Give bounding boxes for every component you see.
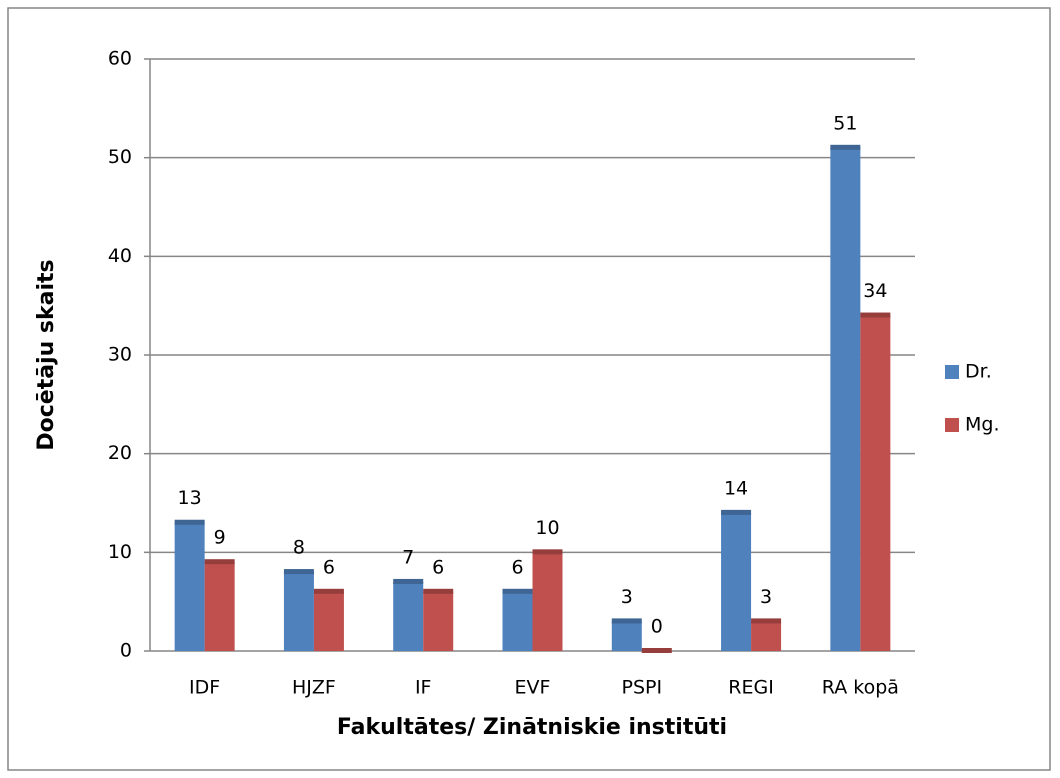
data-label: 6 xyxy=(511,556,523,578)
x-tick-label: EVF xyxy=(515,677,551,699)
bar-cap xyxy=(860,312,891,318)
y-tick-label: 0 xyxy=(120,640,132,662)
bar-cap xyxy=(611,618,642,624)
bar xyxy=(721,512,752,651)
y-axis-title: Docētāju skaits xyxy=(34,259,59,450)
legend-swatch xyxy=(945,418,959,432)
legend-label: Mg. xyxy=(965,414,1000,436)
bar xyxy=(174,522,205,651)
bar-cap xyxy=(423,588,454,594)
x-tick-label: REGI xyxy=(728,677,774,699)
bar-cap xyxy=(313,588,344,594)
data-label: 3 xyxy=(621,586,633,608)
bar xyxy=(611,621,642,651)
bar-cap xyxy=(204,559,235,565)
bar-cap xyxy=(174,519,205,525)
x-tick-label: RA kopā xyxy=(822,677,899,699)
bar xyxy=(283,572,314,651)
data-label: 6 xyxy=(323,556,335,578)
bar-cap xyxy=(393,578,424,584)
data-label: 8 xyxy=(293,537,305,559)
x-tick-label: IF xyxy=(415,677,432,699)
data-label: 13 xyxy=(178,487,202,509)
data-label: 7 xyxy=(402,546,414,568)
data-label: 14 xyxy=(724,477,748,499)
legend-label: Dr. xyxy=(965,361,992,383)
bar-cap xyxy=(502,588,533,594)
bar-cap xyxy=(751,618,782,624)
legend-swatch xyxy=(945,365,959,379)
bar-cap xyxy=(283,569,314,575)
data-label: 10 xyxy=(535,517,559,539)
bar xyxy=(532,552,563,651)
bar-cap xyxy=(721,509,752,515)
bar xyxy=(860,315,891,651)
bar-cap xyxy=(532,549,563,555)
y-tick-label: 20 xyxy=(108,442,132,464)
data-label: 6 xyxy=(432,556,444,578)
data-label: 3 xyxy=(760,586,772,608)
x-tick-label: PSPI xyxy=(621,677,662,699)
data-label: 34 xyxy=(863,280,887,302)
data-label: 9 xyxy=(214,527,226,549)
y-tick-label: 60 xyxy=(108,48,132,70)
y-tick-label: 50 xyxy=(108,146,132,168)
chart-border xyxy=(7,7,1051,771)
x-axis-title: Fakultātes/ Zinātniskie institūti xyxy=(337,715,727,740)
y-tick-label: 40 xyxy=(108,245,132,267)
bar xyxy=(423,591,454,651)
data-label: 51 xyxy=(833,112,857,134)
x-tick-label: HJZF xyxy=(292,677,336,699)
bar xyxy=(502,591,533,651)
data-label: 0 xyxy=(651,616,663,638)
bar xyxy=(204,562,235,651)
bar-cap xyxy=(641,648,672,653)
bar xyxy=(313,591,344,651)
y-tick-label: 10 xyxy=(108,541,132,563)
x-tick-label: IDF xyxy=(189,677,220,699)
y-tick-label: 30 xyxy=(108,344,132,366)
bar xyxy=(830,147,861,652)
bar-cap xyxy=(830,144,861,150)
bar xyxy=(393,581,424,651)
bar xyxy=(751,621,782,651)
